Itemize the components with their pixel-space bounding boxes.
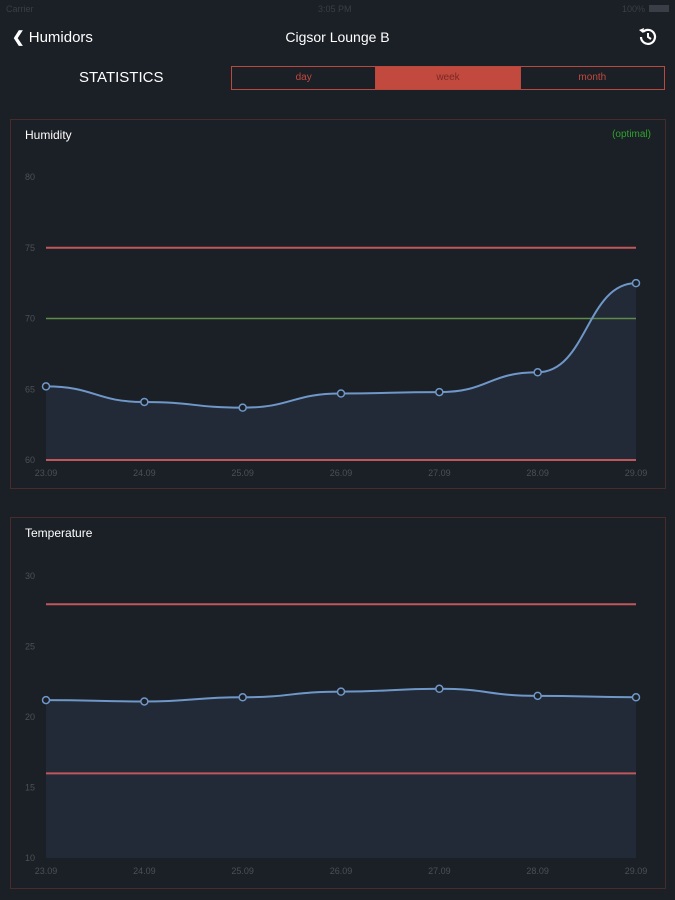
x-tick-label: 29.09 bbox=[625, 866, 648, 876]
area-fill bbox=[46, 283, 636, 460]
temperature-panel: 10 15 20 25 30 23.09 24.09 25.09 26.09 27.09 28.09… bbox=[10, 517, 666, 889]
segment-month[interactable]: month bbox=[578, 72, 607, 83]
data-point bbox=[631, 278, 641, 288]
data-point bbox=[140, 697, 149, 706]
x-tick-label: 27.09 bbox=[428, 468, 451, 478]
y-tick-label: 65 bbox=[25, 384, 35, 394]
history-icon bbox=[639, 28, 657, 45]
data-point bbox=[631, 693, 641, 702]
history-button[interactable] bbox=[637, 26, 659, 53]
humidity-title: Humidity bbox=[25, 128, 72, 142]
nav-bar: ❮ Humidors Cigsor Lounge B bbox=[0, 26, 675, 50]
temperature-chart: 10 15 20 25 30 23.09 24.09 25.09 26.09 27.09 28.09… bbox=[25, 571, 648, 876]
y-tick-label: 70 bbox=[25, 314, 35, 324]
y-tick-label: 80 bbox=[25, 172, 35, 182]
data-point bbox=[140, 397, 149, 407]
segment-day[interactable]: day bbox=[232, 67, 377, 89]
x-tick-label: 25.09 bbox=[231, 468, 254, 478]
battery-level: 100% bbox=[621, 4, 645, 14]
humidity-chart: 60 65 70 75 80 23.09 24.09 25.09 26.09 27.09 28.09… bbox=[25, 172, 648, 478]
y-tick-label: 15 bbox=[25, 783, 35, 793]
y-tick-label: 25 bbox=[25, 642, 35, 652]
x-tick-label: 23.09 bbox=[35, 468, 58, 478]
back-label: Humidors bbox=[28, 29, 93, 46]
clock: 3:05 PM bbox=[318, 4, 352, 14]
data-point bbox=[41, 695, 51, 705]
x-tick-label: 25.09 bbox=[231, 866, 254, 876]
optimal-legend: (optimal) bbox=[612, 129, 651, 140]
x-tick-label: 24.09 bbox=[133, 866, 156, 876]
x-tick-label: 28.09 bbox=[526, 866, 549, 876]
data-point bbox=[336, 687, 346, 696]
back-button[interactable]: ❮ Humidors bbox=[12, 28, 93, 46]
segment-week[interactable]: week bbox=[376, 67, 521, 89]
x-tick-label: 24.09 bbox=[133, 468, 156, 478]
x-tick-label: 26.09 bbox=[330, 866, 353, 876]
x-tick-label: 29.09 bbox=[625, 468, 648, 478]
data-point bbox=[238, 693, 247, 702]
data-point bbox=[41, 382, 51, 391]
y-tick-label: 10 bbox=[25, 853, 35, 863]
statistics-label: STATISTICS bbox=[79, 69, 164, 86]
page-title: Cigsor Lounge B bbox=[285, 29, 390, 45]
data-point bbox=[336, 389, 346, 398]
humidity-panel: 60 65 70 75 80 23.09 24.09 25.09 26.09 27.09 28.09… bbox=[10, 119, 666, 489]
data-point bbox=[533, 368, 542, 377]
y-tick-label: 20 bbox=[25, 712, 35, 722]
period-segmented-control: day week month bbox=[231, 66, 665, 90]
data-point bbox=[435, 684, 444, 694]
x-tick-label: 23.09 bbox=[35, 866, 58, 876]
y-tick-label: 75 bbox=[25, 243, 35, 253]
y-tick-label: 30 bbox=[25, 571, 35, 581]
x-tick-label: 26.09 bbox=[330, 468, 353, 478]
x-tick-label: 28.09 bbox=[526, 468, 549, 478]
data-point bbox=[238, 403, 247, 412]
y-tick-label: 60 bbox=[25, 455, 35, 465]
data-point bbox=[435, 387, 444, 397]
battery-icon bbox=[649, 5, 669, 12]
chevron-left-icon: ❮ bbox=[12, 29, 29, 46]
status-bar: Carrier 3:05 PM 100% bbox=[0, 0, 675, 18]
x-tick-label: 27.09 bbox=[428, 866, 451, 876]
carrier: Carrier bbox=[6, 4, 34, 14]
data-point bbox=[533, 691, 542, 701]
temperature-title: Temperature bbox=[25, 526, 93, 540]
